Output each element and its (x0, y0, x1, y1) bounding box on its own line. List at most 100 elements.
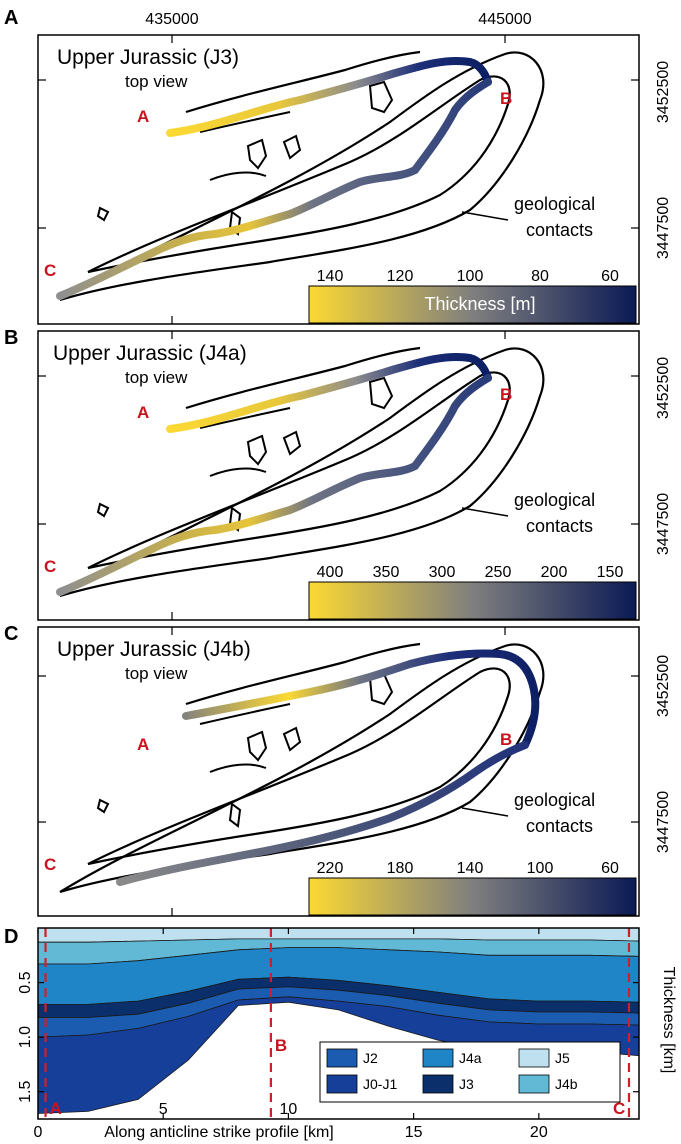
point-c: C (44, 557, 56, 576)
legend-swatch (326, 1048, 358, 1068)
panel-c-label: C (4, 623, 18, 645)
x-tick-label: 10 (280, 1101, 298, 1118)
panel-d-label: D (4, 926, 18, 948)
colorbar-a (308, 285, 637, 324)
legend-label: J5 (555, 1050, 570, 1066)
legend: J2 J4a J5 J0-J1 J3 J4b (319, 1041, 621, 1103)
panel-c-frame (37, 626, 640, 917)
colorbar-tick: 220 (317, 860, 344, 877)
colorbar-c (308, 877, 637, 916)
point-b: B (500, 385, 512, 404)
thickness-area-chart (37, 927, 640, 1114)
contacts-label: contacts (526, 816, 593, 836)
legend-label: J4a (459, 1050, 482, 1066)
panel-b: B 3452500 3447500 Upper Jurassic (J4a) t… (4, 327, 672, 621)
x-tick-label: 15 (405, 1124, 423, 1141)
y-tick-label: 1.5 (17, 1080, 34, 1102)
legend-swatch (518, 1074, 550, 1094)
y-tick-label: 1.0 (17, 1026, 34, 1048)
x-tick-445000: 445000 (478, 11, 531, 28)
x-tick-label: 20 (530, 1124, 548, 1141)
x-tick-label: 5 (159, 1101, 168, 1118)
contacts-label: contacts (526, 516, 593, 536)
y-tick-3452500: 3452500 (655, 61, 672, 123)
contacts-label: contacts (526, 220, 593, 240)
colorbar-a-ticks: 140 120 100 80 60 (317, 268, 619, 285)
profile-track-ab (166, 56, 492, 137)
x-tick-label: 0 (34, 1124, 43, 1141)
colorbar-tick: 140 (317, 268, 344, 285)
y-tick-3452500: 3452500 (655, 655, 672, 717)
legend-label: J2 (363, 1050, 378, 1066)
legend-swatch (422, 1048, 454, 1068)
legend-box (319, 1041, 621, 1103)
profile-marker-label: B (275, 1036, 287, 1055)
panel-d: D A B C 0 5 10 15 20 0.5 1.0 1.5 Along anticline… (4, 926, 677, 1141)
geological-label: geological (514, 790, 595, 810)
colorbar-tick: 300 (429, 564, 456, 581)
x-axis-ticks: 0 5 10 15 20 (34, 928, 548, 1141)
profile-markers: A B C (44, 928, 631, 1119)
y-axis-ticks: 0.5 1.0 1.5 (17, 971, 639, 1103)
panel-a-title: Upper Jurassic (J3) (57, 46, 239, 69)
colorbar-b (308, 581, 637, 620)
y-tick-3447500: 3447500 (655, 791, 672, 853)
colorbar-b-ticks: 400 350 300 250 200 150 (317, 564, 624, 581)
colorbar-tick: 140 (457, 860, 484, 877)
point-a: A (137, 403, 149, 422)
colorbar-tick: 60 (601, 860, 619, 877)
panel-c: C 3452500 3447500 Upper Jurassic (J4b) t… (4, 623, 672, 917)
geological-label: geological (514, 490, 595, 510)
y-tick-3452500: 3452500 (655, 357, 672, 419)
panel-a-frame (37, 34, 640, 325)
panel-a-label: A (4, 7, 18, 29)
profile-track-bc (116, 741, 529, 886)
colorbar-tick: 80 (531, 268, 549, 285)
panel-b-frame (37, 330, 640, 621)
x-tick-435000: 435000 (145, 11, 198, 28)
profile-track-ab (182, 649, 540, 749)
y-axis-label: Thickness [km] (660, 967, 677, 1074)
panel-b-subtitle: top view (125, 368, 188, 387)
legend-swatch (422, 1074, 454, 1094)
profile-marker-label: A (50, 1099, 62, 1118)
colorbar-tick: 200 (541, 564, 568, 581)
point-c: C (44, 261, 56, 280)
point-a: A (137, 107, 149, 126)
y-tick-3447500: 3447500 (655, 493, 672, 555)
x-axis-label: Along anticline strike profile [km] (104, 1124, 333, 1141)
colorbar-tick: 350 (373, 564, 400, 581)
panel-a-subtitle: top view (125, 72, 188, 91)
legend-label: J4b (555, 1076, 578, 1092)
colorbar-label: Thickness [m] (424, 294, 535, 314)
panel-d-frame (37, 927, 640, 1120)
panel-b-title: Upper Jurassic (J4a) (53, 342, 247, 365)
point-b: B (500, 89, 512, 108)
y-tick-label: 0.5 (17, 971, 34, 993)
profile-track-bc (56, 374, 492, 596)
colorbar-tick: 60 (601, 268, 619, 285)
point-c: C (44, 855, 56, 874)
colorbar-c-ticks: 220 180 140 100 60 (317, 860, 619, 877)
legend-swatch (518, 1048, 550, 1068)
profile-track-ab (166, 352, 492, 433)
panel-b-label: B (4, 327, 18, 349)
y-tick-3447500: 3447500 (655, 197, 672, 259)
colorbar-tick: 150 (597, 564, 624, 581)
panel-c-title: Upper Jurassic (J4b) (57, 638, 251, 661)
colorbar-tick: 100 (457, 268, 484, 285)
colorbar-tick: 100 (527, 860, 554, 877)
legend-label: J3 (459, 1076, 474, 1092)
legend-swatch (326, 1074, 358, 1094)
point-b: B (500, 730, 512, 749)
profile-marker-label: C (613, 1099, 625, 1118)
colorbar-tick: 400 (317, 564, 344, 581)
colorbar-tick: 180 (387, 860, 414, 877)
legend-label: J0-J1 (363, 1076, 397, 1092)
colorbar-tick: 120 (387, 268, 414, 285)
panel-a: A 435000 445000 3452500 3447500 Upper Ju… (4, 7, 672, 325)
geological-label: geological (514, 194, 595, 214)
profile-track-bc (56, 78, 492, 300)
panel-c-subtitle: top view (125, 664, 188, 683)
